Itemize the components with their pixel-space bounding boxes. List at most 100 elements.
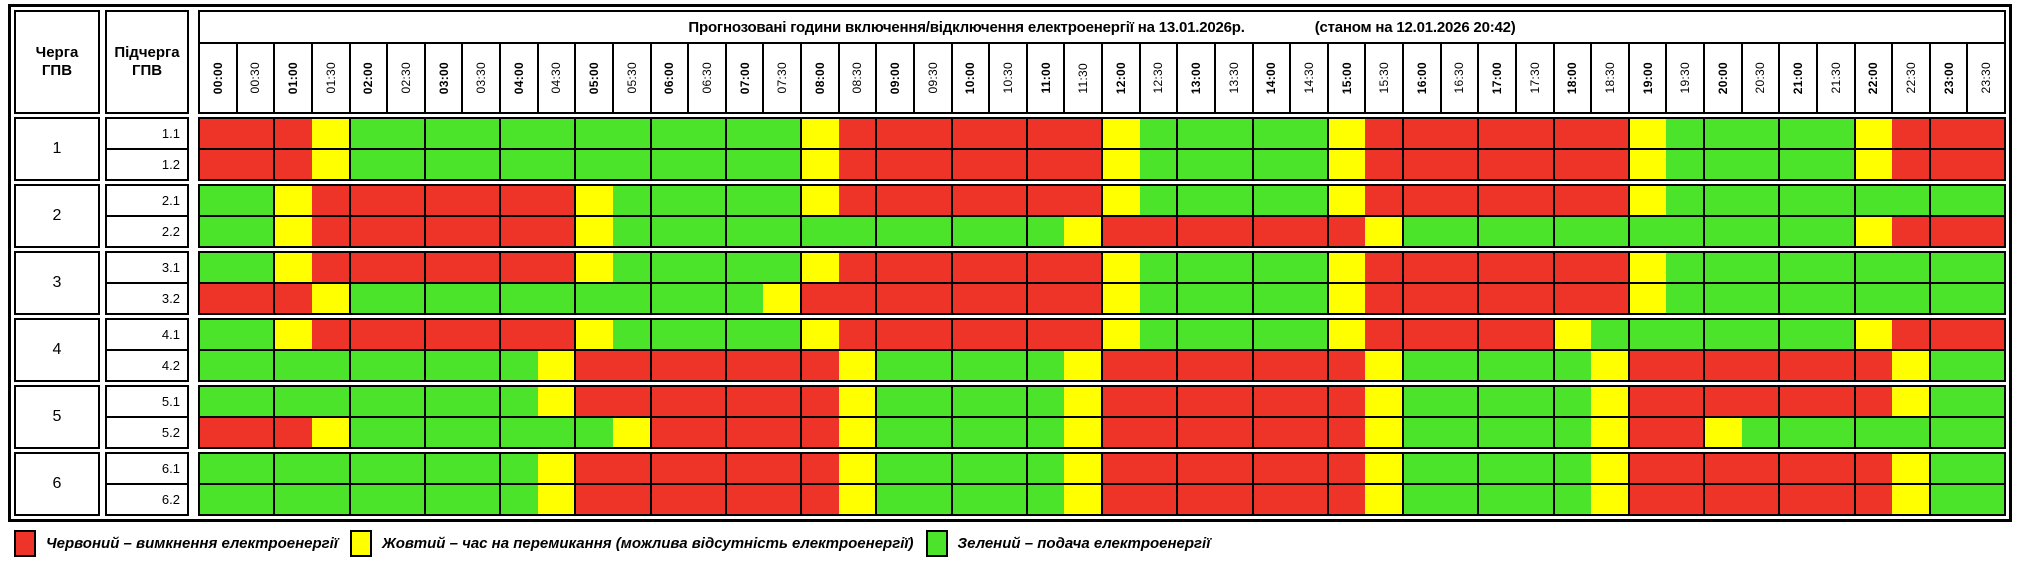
slot-1.2-06:30 (688, 150, 725, 179)
legend-label-red: Червоний – вимкнення електроенергії (46, 535, 338, 552)
slot-4.1-09:30 (913, 320, 951, 349)
slot-5.1-11:00 (1027, 387, 1065, 416)
time-label-04:00: 04:00 (501, 44, 539, 112)
hour-cell (651, 485, 727, 514)
slot-4.1-15:30 (1365, 320, 1402, 349)
hour-cell (1253, 150, 1329, 179)
slot-1.1-01:00 (275, 119, 312, 148)
slot-4.1-20:00 (1705, 320, 1742, 349)
hour-cell (1629, 454, 1705, 483)
hour-cell (1705, 351, 1781, 380)
slot-1.2-18:30 (1591, 150, 1628, 179)
slot-1.1-03:00 (425, 119, 463, 148)
slot-3.1-04:00 (501, 253, 538, 282)
hour-cell (576, 284, 652, 313)
slot-4.2-05:00 (576, 351, 613, 380)
hour-cell (1780, 387, 1856, 416)
slot-2.2-09:00 (877, 217, 914, 246)
slot-1.2-12:30 (1139, 150, 1177, 179)
queue-group-5: 5 5.1 5.2 (14, 385, 2006, 449)
slot-2.1-12:30 (1139, 186, 1177, 215)
hour-cell (501, 284, 577, 313)
slot-6.2-12:30 (1139, 485, 1177, 514)
slot-3.2-00:00 (200, 284, 237, 313)
subqueue-label-1.1: 1.1 (107, 119, 187, 150)
hour-cell (200, 119, 276, 148)
slot-2.2-19:30 (1666, 217, 1703, 246)
slot-6.2-18:00 (1554, 485, 1592, 514)
slot-1.1-03:30 (462, 119, 499, 148)
slot-5.2-07:30 (763, 418, 800, 447)
slot-4.2-14:30 (1290, 351, 1327, 380)
hour-cell (275, 485, 351, 514)
slot-6.2-17:00 (1479, 485, 1516, 514)
slot-1.1-12:00 (1103, 119, 1140, 148)
slot-5.2-17:30 (1515, 418, 1553, 447)
hour-cell (1930, 253, 2004, 282)
subqueue-label-5.2: 5.2 (161, 425, 180, 440)
slot-6.2-15:00 (1328, 485, 1366, 514)
hour-cell (1178, 119, 1254, 148)
slot-6.2-16:00 (1404, 485, 1441, 514)
hour-cell (1404, 186, 1480, 215)
hour-cell (576, 119, 652, 148)
slot-5.2-12:00 (1103, 418, 1140, 447)
hour-cell (1328, 418, 1404, 447)
queue-number: 4 (14, 318, 100, 382)
hour-cell (952, 418, 1028, 447)
hour-cell (726, 351, 802, 380)
slot-6.2-10:30 (989, 485, 1026, 514)
hour-cell (1780, 119, 1856, 148)
hour-cell (1930, 418, 2004, 447)
time-label-16:00: 16:00 (1404, 44, 1442, 112)
slot-1.1-05:00 (576, 119, 613, 148)
slot-5.2-23:00 (1930, 418, 1968, 447)
page-title: Прогнозовані години включення/відключенн… (688, 18, 1245, 36)
hour-cell (1253, 253, 1329, 282)
hour-cell (1705, 284, 1781, 313)
schedule-grid (198, 318, 2006, 382)
hour-cell (1629, 387, 1705, 416)
slot-2.1-21:30 (1816, 186, 1854, 215)
hour-cell (275, 351, 351, 380)
time-label-09:30: 09:30 (915, 44, 953, 112)
hour-cell (425, 119, 501, 148)
slot-6.1-22:00 (1855, 454, 1893, 483)
slot-4.2-13:30 (1214, 351, 1252, 380)
slot-3.2-10:00 (952, 284, 990, 313)
time-label-00:30: 00:30 (238, 44, 276, 112)
slot-2.1-13:30 (1214, 186, 1252, 215)
slot-2.2-17:00 (1479, 217, 1516, 246)
slot-4.2-09:00 (877, 351, 914, 380)
slot-2.2-15:00 (1328, 217, 1366, 246)
hour-cell (501, 351, 577, 380)
slot-1.2-16:00 (1404, 150, 1441, 179)
time-label-07:00: 07:00 (727, 44, 765, 112)
slot-3.2-22:30 (1892, 284, 1929, 313)
slot-6.2-15:30 (1365, 485, 1402, 514)
slot-3.1-09:00 (877, 253, 914, 282)
hour-cell (1554, 387, 1630, 416)
slot-6.1-18:30 (1591, 454, 1628, 483)
slot-1.1-19:30 (1666, 119, 1703, 148)
hour-cell (1328, 284, 1404, 313)
slot-2.2-22:30 (1892, 217, 1929, 246)
slot-3.1-03:00 (425, 253, 463, 282)
hour-cell (1178, 387, 1254, 416)
time-label-08:30: 08:30 (840, 44, 878, 112)
time-label-07:30: 07:30 (764, 44, 802, 112)
slot-2.1-04:30 (537, 186, 575, 215)
hour-cell (802, 454, 878, 483)
hour-cell (576, 418, 652, 447)
slot-4.2-07:00 (726, 351, 764, 380)
slot-5.1-23:00 (1930, 387, 1968, 416)
slot-2.1-07:30 (763, 186, 800, 215)
slot-6.1-09:00 (877, 454, 914, 483)
slot-5.1-12:30 (1139, 387, 1177, 416)
hour-cell (425, 320, 501, 349)
hour-cell (1328, 119, 1404, 148)
slot-1.2-03:00 (425, 150, 463, 179)
hour-cell (802, 418, 878, 447)
time-label-13:30: 13:30 (1216, 44, 1254, 112)
slot-5.2-18:00 (1554, 418, 1592, 447)
